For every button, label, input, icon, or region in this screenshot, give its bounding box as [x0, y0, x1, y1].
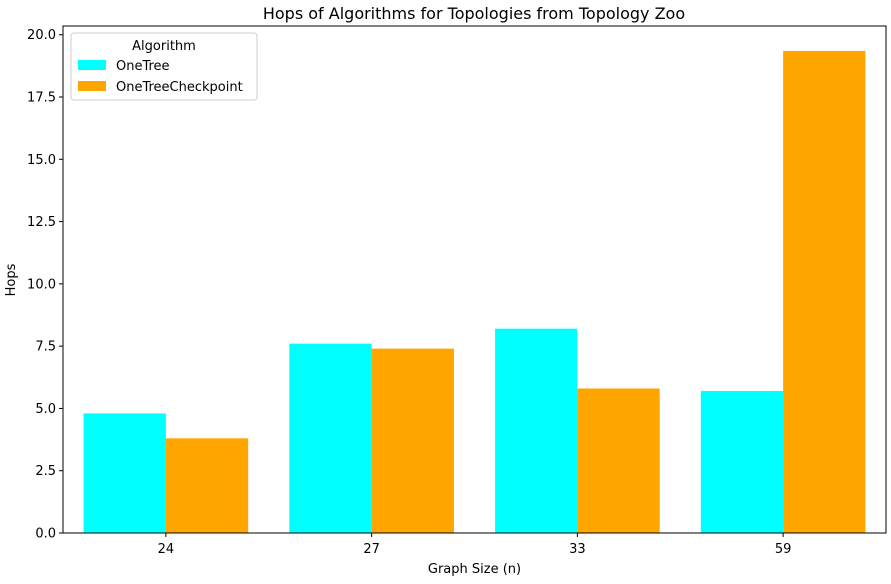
legend-label-onetreecheckpoint: OneTreeCheckpoint — [116, 80, 243, 95]
legend: Algorithm OneTree OneTreeCheckpoint — [70, 32, 258, 101]
y-tick-label-2.5: 2.5 — [35, 464, 56, 479]
legend-box — [70, 32, 258, 101]
x-axis-label: Graph Size (n) — [428, 562, 521, 577]
x-axis: 24 27 33 59 — [158, 533, 792, 557]
x-tick-label-24: 24 — [158, 542, 175, 557]
y-axis: 0.0 2.5 5.0 7.5 10.0 12.5 15.0 17.5 20.0 — [27, 28, 63, 542]
bar-onetree-27 — [289, 343, 372, 533]
y-tick-label-17.5: 17.5 — [27, 91, 56, 106]
y-tick-label-5.0: 5.0 — [35, 402, 56, 417]
bar-onetreecheckpoint-33 — [577, 388, 660, 533]
x-tick-label-27: 27 — [363, 542, 380, 557]
bar-onetreecheckpoint-24 — [165, 438, 249, 533]
bar-onetreecheckpoint-59 — [783, 50, 866, 534]
legend-title: Algorithm — [132, 39, 196, 54]
bar-onetreecheckpoint-27 — [371, 348, 454, 533]
y-tick-label-12.5: 12.5 — [27, 215, 56, 230]
y-tick-label-15.0: 15.0 — [27, 153, 56, 168]
y-axis-label: Hops — [4, 263, 19, 296]
y-tick-label-7.5: 7.5 — [35, 340, 56, 355]
y-tick-label-0.0: 0.0 — [35, 527, 56, 542]
bar-onetree-59 — [700, 390, 784, 533]
x-tick-label-33: 33 — [569, 542, 586, 557]
bar-onetree-33 — [495, 328, 578, 533]
bars — [83, 50, 866, 534]
plot-frame — [62, 25, 887, 534]
y-tick-label-10.0: 10.0 — [27, 277, 56, 292]
chart-title: Hops of Algorithms for Topologies from T… — [263, 4, 685, 23]
legend-swatch-onetreecheckpoint — [78, 81, 106, 91]
legend-swatch-onetree — [78, 60, 106, 70]
legend-label-onetree: OneTree — [116, 59, 170, 74]
x-tick-label-59: 59 — [775, 542, 792, 557]
y-tick-label-20.0: 20.0 — [27, 28, 56, 43]
bar-onetree-24 — [83, 413, 166, 533]
